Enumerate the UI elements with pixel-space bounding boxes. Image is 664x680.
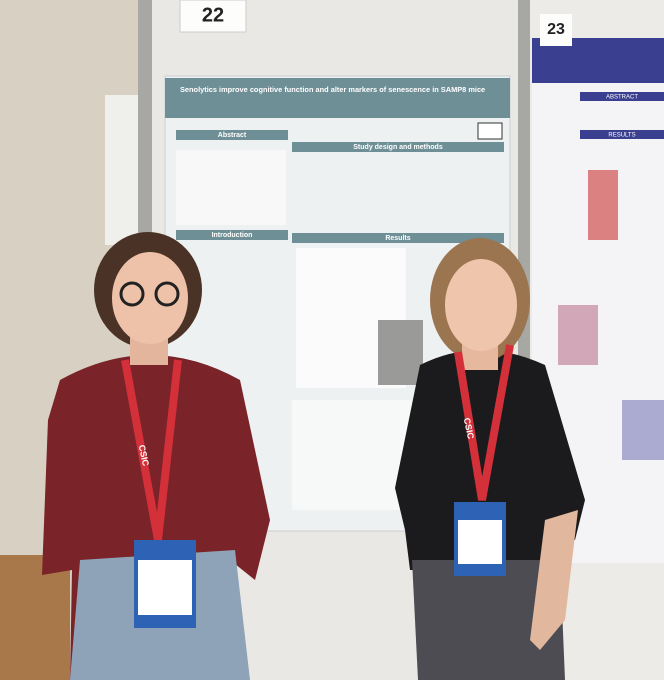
badge-card [458,520,502,564]
histology-image [558,305,598,365]
poster-badge [477,122,503,140]
abstract-text [176,150,286,225]
section-header [292,142,504,152]
lanyard [454,344,514,501]
glasses [119,281,145,307]
poster-number-card [179,0,247,33]
glasses [154,281,180,307]
section-title: Introduction [212,232,253,239]
histology-image [378,320,423,385]
lanyard-text: CSIC [462,417,476,441]
section-header [580,130,664,139]
section-header [176,130,288,140]
lanyard-text: CSIC [137,444,151,468]
section-header [292,233,504,243]
section-title: Results [385,235,410,242]
section-title: Study design and methods [353,144,443,151]
poster-header [165,78,510,118]
face [112,252,188,344]
section-header [176,230,288,240]
poster-number: 23 [547,21,565,38]
arm [530,510,578,650]
wood-floor [0,555,70,680]
heatmap [588,170,618,240]
section-title: Abstract [218,132,247,139]
badge-card [138,560,192,615]
face [445,259,517,351]
poster-number-card [540,14,572,46]
poster-title: Senolytics improve cognitive function an… [180,85,485,94]
poster-number: 22 [202,4,224,26]
section-title: ABSTRACT [606,95,638,101]
section-title: RESULTS [608,133,635,139]
section-header [580,92,664,101]
histology-image [622,400,664,460]
trousers [412,560,565,680]
